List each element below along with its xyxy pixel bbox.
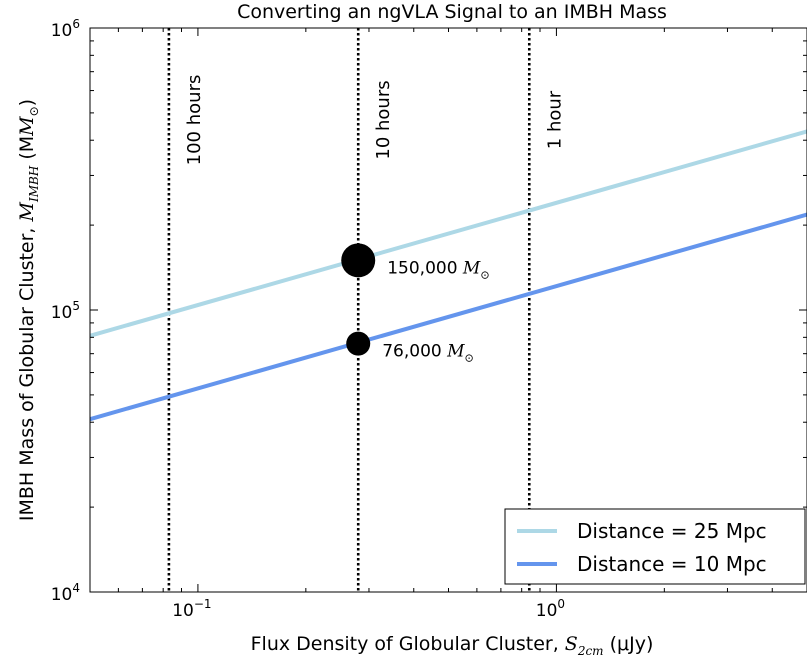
marker-label-1: 76,000 M⊙ [382,342,474,365]
y-tick-label: 105 [51,299,80,323]
legend-label-0: Distance = 25 Mpc [577,519,767,543]
tick-labels: 10−1 100 104 105 106 [51,17,565,621]
legend-box [504,508,806,585]
x-tick-label: 10−1 [172,597,211,621]
x-axis-label: Flux Density of Globular Cluster, S2cm (… [251,633,654,658]
markers-group: 150,000 M⊙ 76,000 M⊙ [341,243,490,365]
series-line-1 [89,212,807,422]
axis-ticks [89,27,807,593]
marker-0 [341,243,376,278]
vline-label-2: 1 hour [544,90,565,149]
x-tick-label: 100 [536,597,565,621]
vline-label-1: 10 hours [373,80,394,159]
vertical-lines: 100 hours 10 hours 1 hour [167,28,565,592]
marker-label-0: 150,000 M⊙ [387,258,489,281]
legend-label-1: Distance = 10 Mpc [577,552,767,576]
y-axis-label: IMBH Mass of Globular Cluster, MIMBH (MM… [16,99,41,521]
marker-1 [346,331,371,356]
series-line-0 [89,129,807,338]
y-tick-label: 104 [51,581,80,605]
series-group [89,129,807,422]
y-tick-label: 106 [51,17,80,41]
chart-title: Converting an ngVLA Signal to an IMBH Ma… [237,1,667,23]
vline-label-0: 100 hours [184,75,205,166]
legend: Distance = 25 Mpc Distance = 10 Mpc [504,508,806,585]
